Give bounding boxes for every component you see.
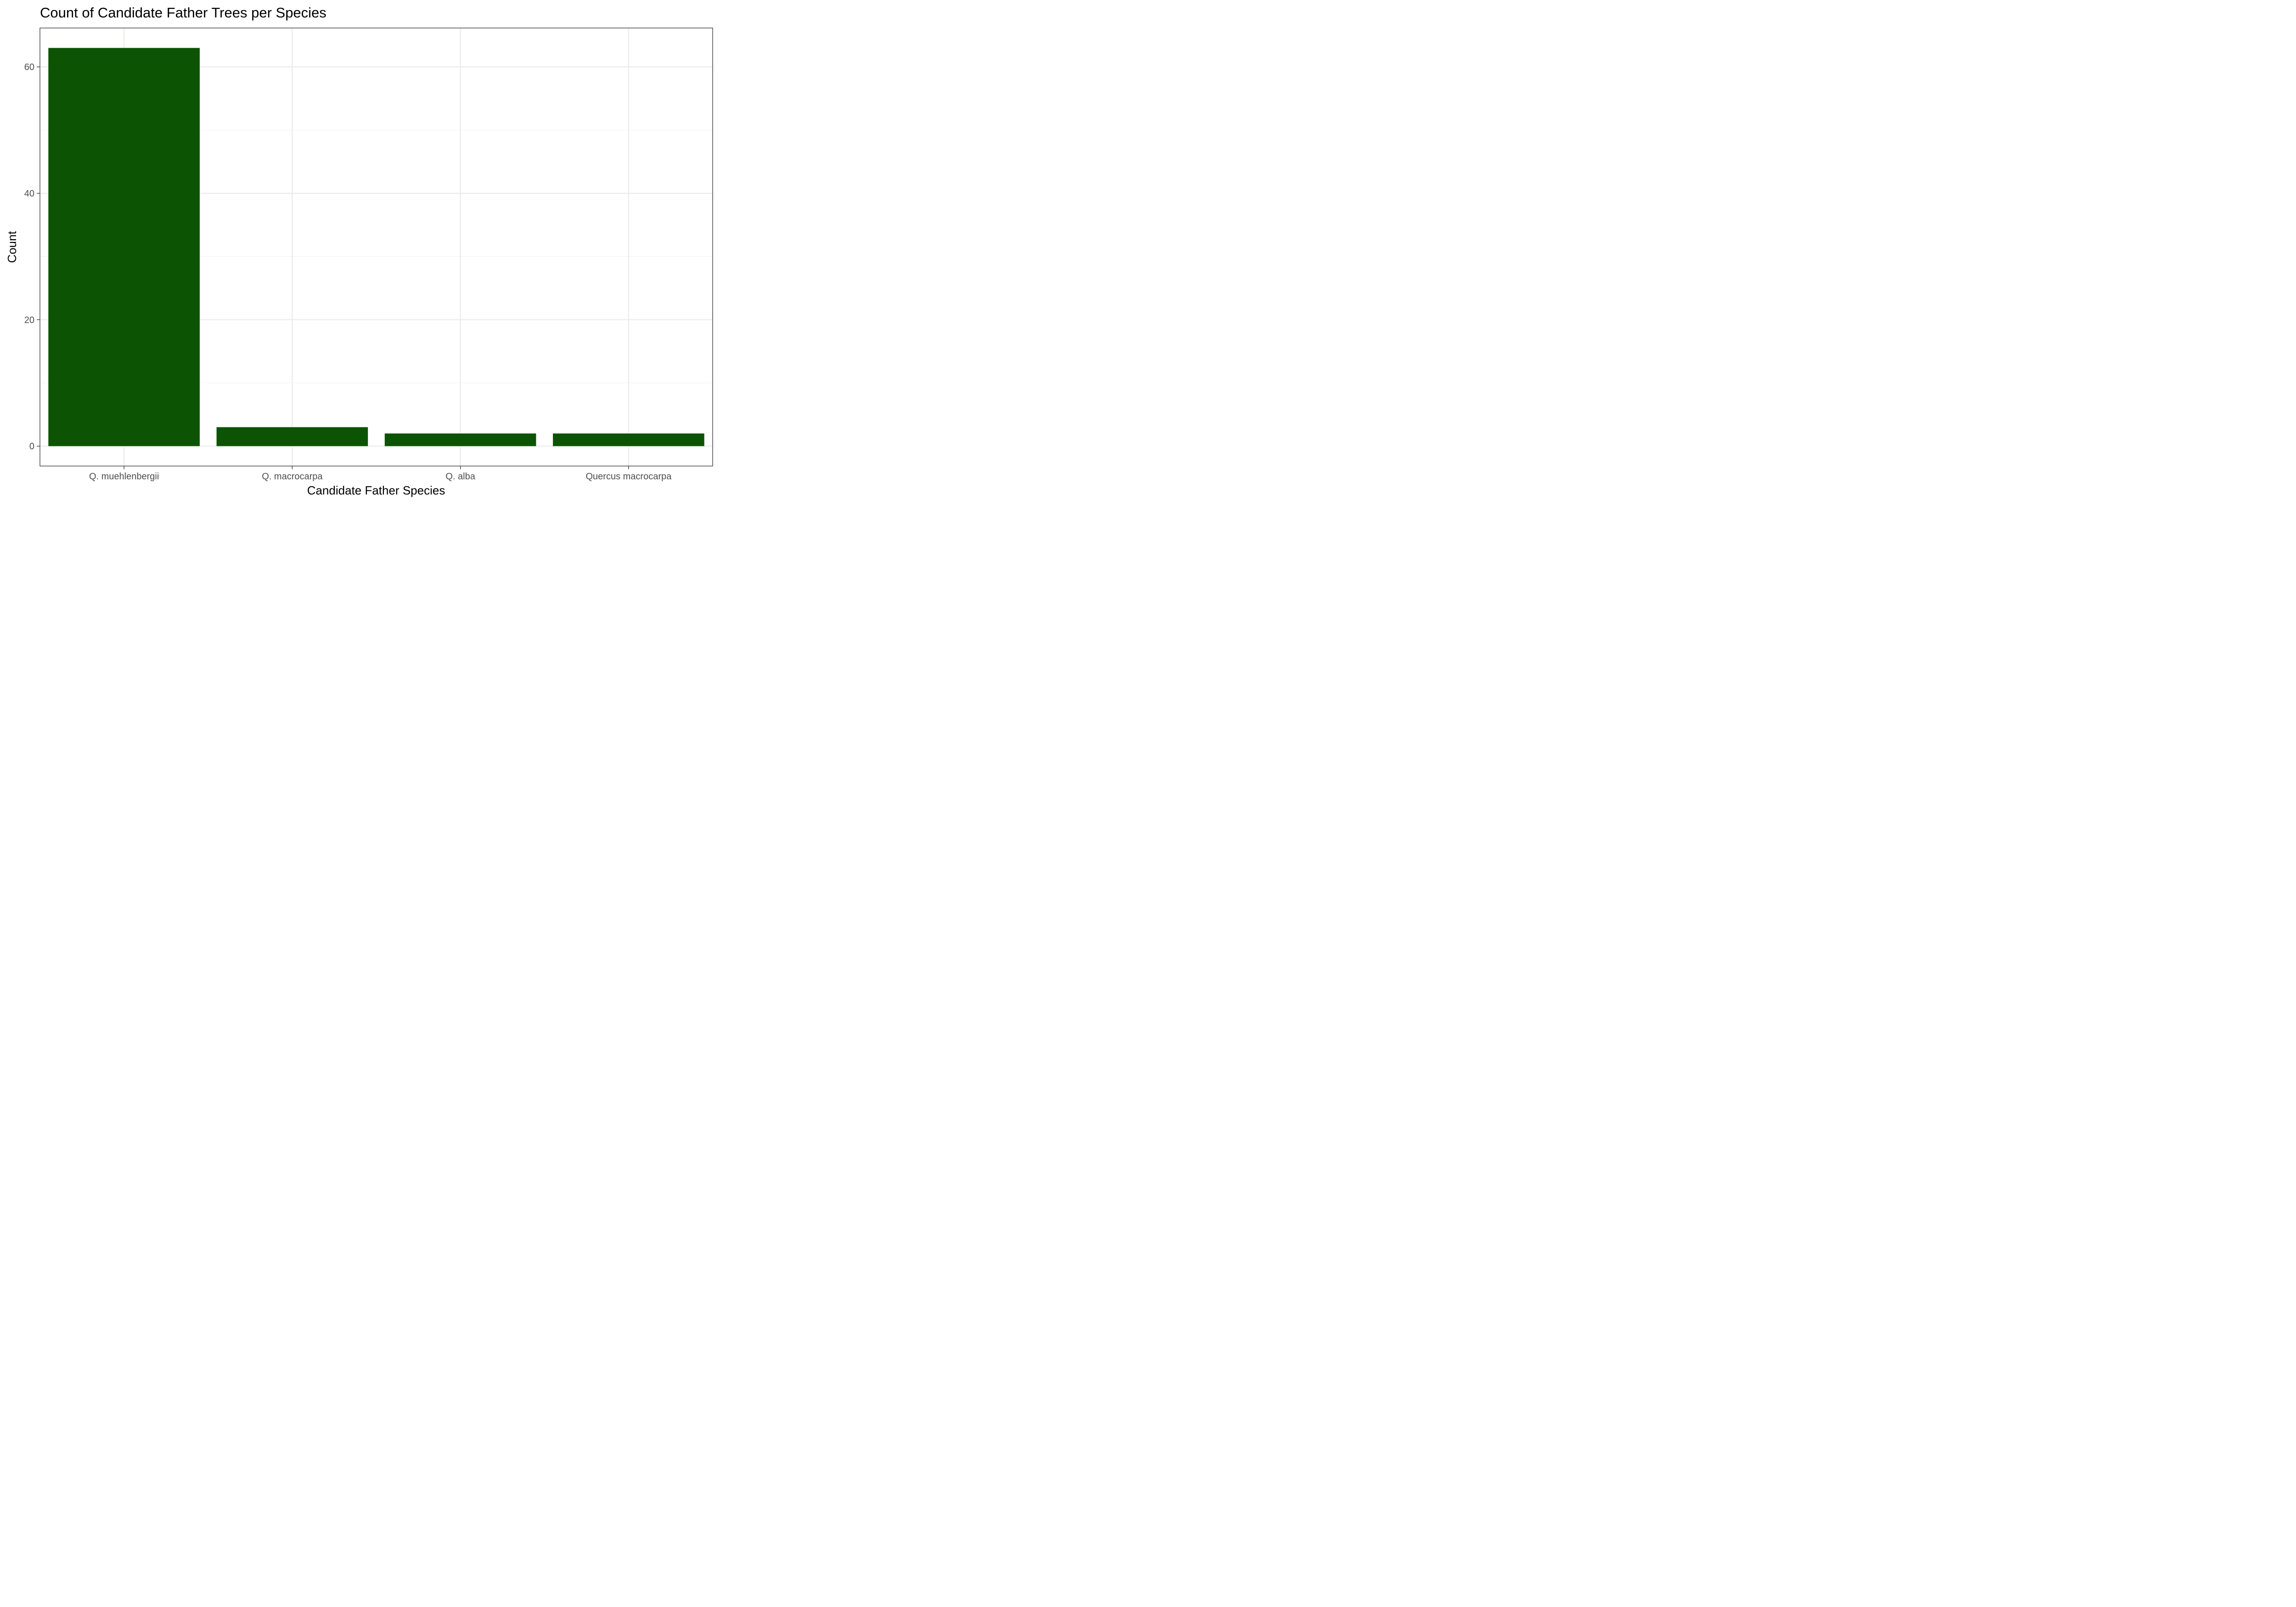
bar-q-muehlenbergii — [48, 48, 200, 446]
y-tick-label: 20 — [24, 315, 34, 325]
bar-q-macrocarpa — [217, 427, 368, 446]
y-tick-label: 60 — [24, 62, 34, 73]
x-tick-label: Q. muehlenbergii — [89, 472, 159, 482]
x-axis-title: Candidate Father Species — [307, 483, 445, 497]
x-tick-label: Quercus macrocarpa — [586, 472, 672, 482]
x-tick-label: Q. macrocarpa — [262, 472, 323, 482]
chart-title: Count of Candidate Father Trees per Spec… — [40, 5, 326, 21]
y-axis-title: Count — [5, 231, 19, 263]
bar-chart: Count of Candidate Father Trees per Spec… — [0, 0, 720, 504]
bar-q-alba — [385, 433, 536, 446]
y-tick-label: 0 — [29, 442, 34, 452]
bar-quercus-macrocarpa — [553, 433, 704, 446]
x-tick-label: Q. alba — [445, 472, 475, 482]
y-tick-label: 40 — [24, 189, 34, 199]
